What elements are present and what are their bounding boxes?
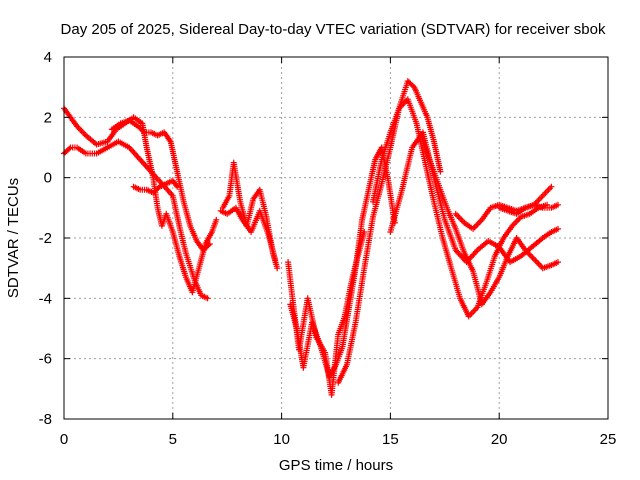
y-axis-label: SDTVAR / TECUs <box>5 178 22 298</box>
x-tick-label: 20 <box>491 431 508 448</box>
series-markers <box>217 204 279 263</box>
series-markers <box>496 201 561 217</box>
y-tick-label: 2 <box>44 109 52 126</box>
series-markers <box>108 117 213 254</box>
series-arc-14 <box>496 201 561 217</box>
y-tick-label: 0 <box>44 170 52 187</box>
series-arc-6 <box>217 204 279 263</box>
y-tick-label: -8 <box>39 411 52 428</box>
x-tick-label: 0 <box>60 431 68 448</box>
series-markers <box>417 132 561 308</box>
series-markers <box>370 96 551 320</box>
x-tick-label: 25 <box>600 431 617 448</box>
series-markers <box>130 177 181 196</box>
axis-ticks <box>63 56 609 420</box>
x-tick-label: 10 <box>273 431 290 448</box>
y-tick-label: 4 <box>44 49 52 66</box>
y-tick-labels: -8 -6 -4 -2 0 2 4 <box>39 49 52 428</box>
y-tick-label: -2 <box>39 230 52 247</box>
series-arc-4 <box>130 177 181 196</box>
x-tick-labels: 0 5 10 15 20 25 <box>60 431 617 448</box>
x-axis-label: GPS time / hours <box>279 457 393 474</box>
y-tick-label: -4 <box>39 290 52 307</box>
y-tick-label: -6 <box>39 351 52 368</box>
x-tick-label: 15 <box>382 431 399 448</box>
chart-title: Day 205 of 2025, Sidereal Day-to-day VTE… <box>61 21 606 38</box>
series-arc-10 <box>370 96 551 320</box>
data-points <box>61 78 561 398</box>
x-tick-label: 5 <box>169 431 177 448</box>
series-arc-12 <box>417 132 561 308</box>
series-arc-3 <box>108 117 213 254</box>
